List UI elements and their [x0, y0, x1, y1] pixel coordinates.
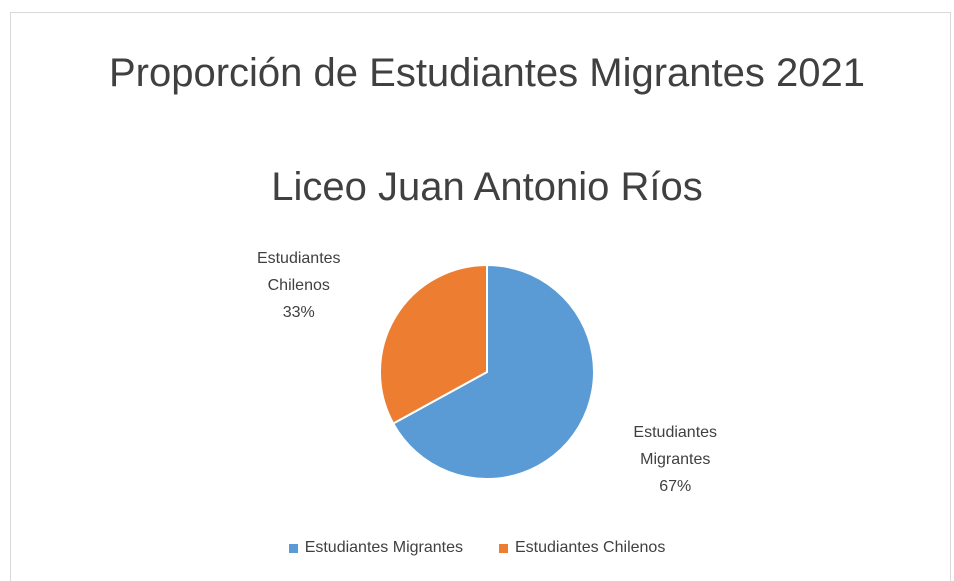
data-label-category: Estudiantes Migrantes	[633, 423, 718, 468]
legend: Estudiantes Migrantes Estudiantes Chileno…	[0, 539, 954, 557]
chart-border	[10, 12, 951, 581]
legend-item: Estudiantes Chilenos	[499, 539, 665, 557]
chart-subtitle: Liceo Juan Antonio Ríos	[271, 165, 703, 209]
legend-label: Estudiantes Migrantes	[304, 539, 463, 556]
data-label-value: 67%	[659, 477, 692, 495]
data-label-category: Estudiantes Chilenos	[256, 250, 341, 295]
legend-label: Estudiantes Chilenos	[515, 539, 666, 556]
legend-swatch	[288, 543, 298, 553]
pie-slice	[379, 263, 488, 425]
legend-item: Estudiantes Migrantes	[288, 539, 463, 557]
chart-title: Proporción de Estudiantes Migrantes 2021	[108, 51, 865, 95]
pie-slice	[391, 263, 595, 480]
data-label-value: 33%	[282, 304, 315, 322]
legend-swatch	[499, 543, 508, 553]
